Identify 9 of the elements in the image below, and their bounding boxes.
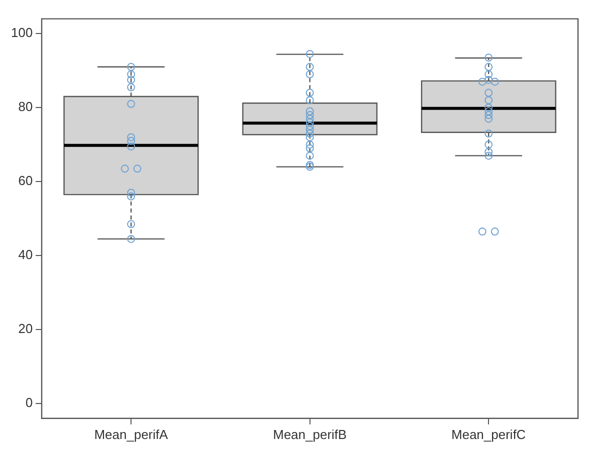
y-tick-label: 60 xyxy=(18,173,33,188)
x-tick-label: Mean_perifB xyxy=(272,426,347,442)
y-tick-label: 40 xyxy=(18,247,33,262)
x-tick-label: Mean_perifA xyxy=(94,426,168,442)
y-tick-label: 0 xyxy=(25,395,33,410)
x-tick-label: Mean_perifC xyxy=(451,426,526,442)
y-tick-label: 20 xyxy=(18,321,33,336)
y-tick-label: 100 xyxy=(10,25,33,40)
y-tick-label: 80 xyxy=(18,99,33,114)
